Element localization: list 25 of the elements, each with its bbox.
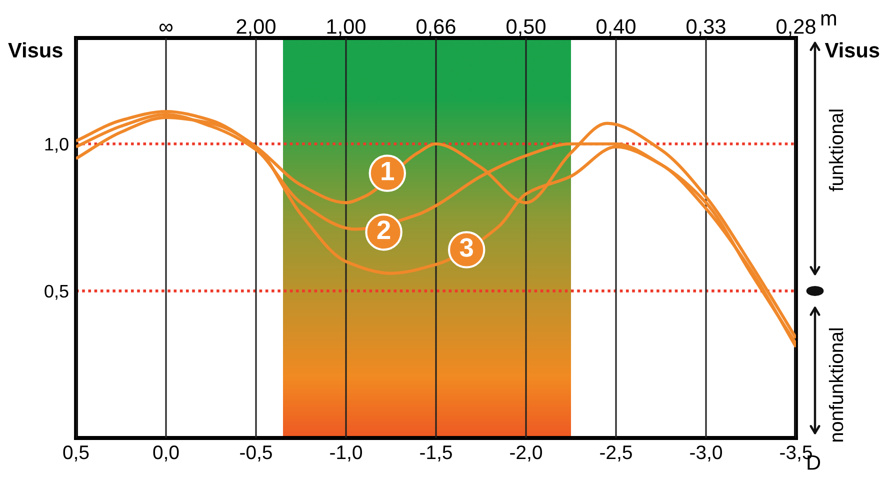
annotation: 3 — [460, 238, 473, 257]
annotation: 2 — [377, 220, 390, 239]
text: m — [821, 14, 836, 26]
x-tick-label: 0,0 — [153, 445, 179, 462]
x-tick-label: -2,5 — [600, 445, 632, 462]
x-tick-label: -2,0 — [510, 445, 542, 462]
text: 0,50 — [506, 19, 546, 36]
text: 2,00 — [236, 19, 276, 36]
text: 0,40 — [596, 19, 636, 36]
x-tick-label: -1,5 — [420, 446, 452, 462]
x-tick-label: -0,5 — [240, 445, 272, 462]
text: Visus — [824, 42, 880, 58]
text: nonfunktional — [828, 328, 844, 442]
text: ∞ — [159, 24, 173, 32]
text: 0,66 — [416, 19, 456, 36]
x-tick-label: -3,0 — [690, 445, 722, 462]
y-axis-title: Visus — [8, 42, 62, 58]
text: 1,00 — [327, 19, 366, 36]
text: 0,28 — [776, 19, 816, 36]
text: 0,33 — [686, 19, 726, 36]
text: funktional — [828, 110, 844, 192]
annotation: 1 — [382, 162, 394, 180]
x-tick-label: 0,5 — [63, 445, 89, 462]
x-tick-label: -1,0 — [330, 445, 362, 462]
y-tick-label: 1,0 — [45, 138, 68, 153]
